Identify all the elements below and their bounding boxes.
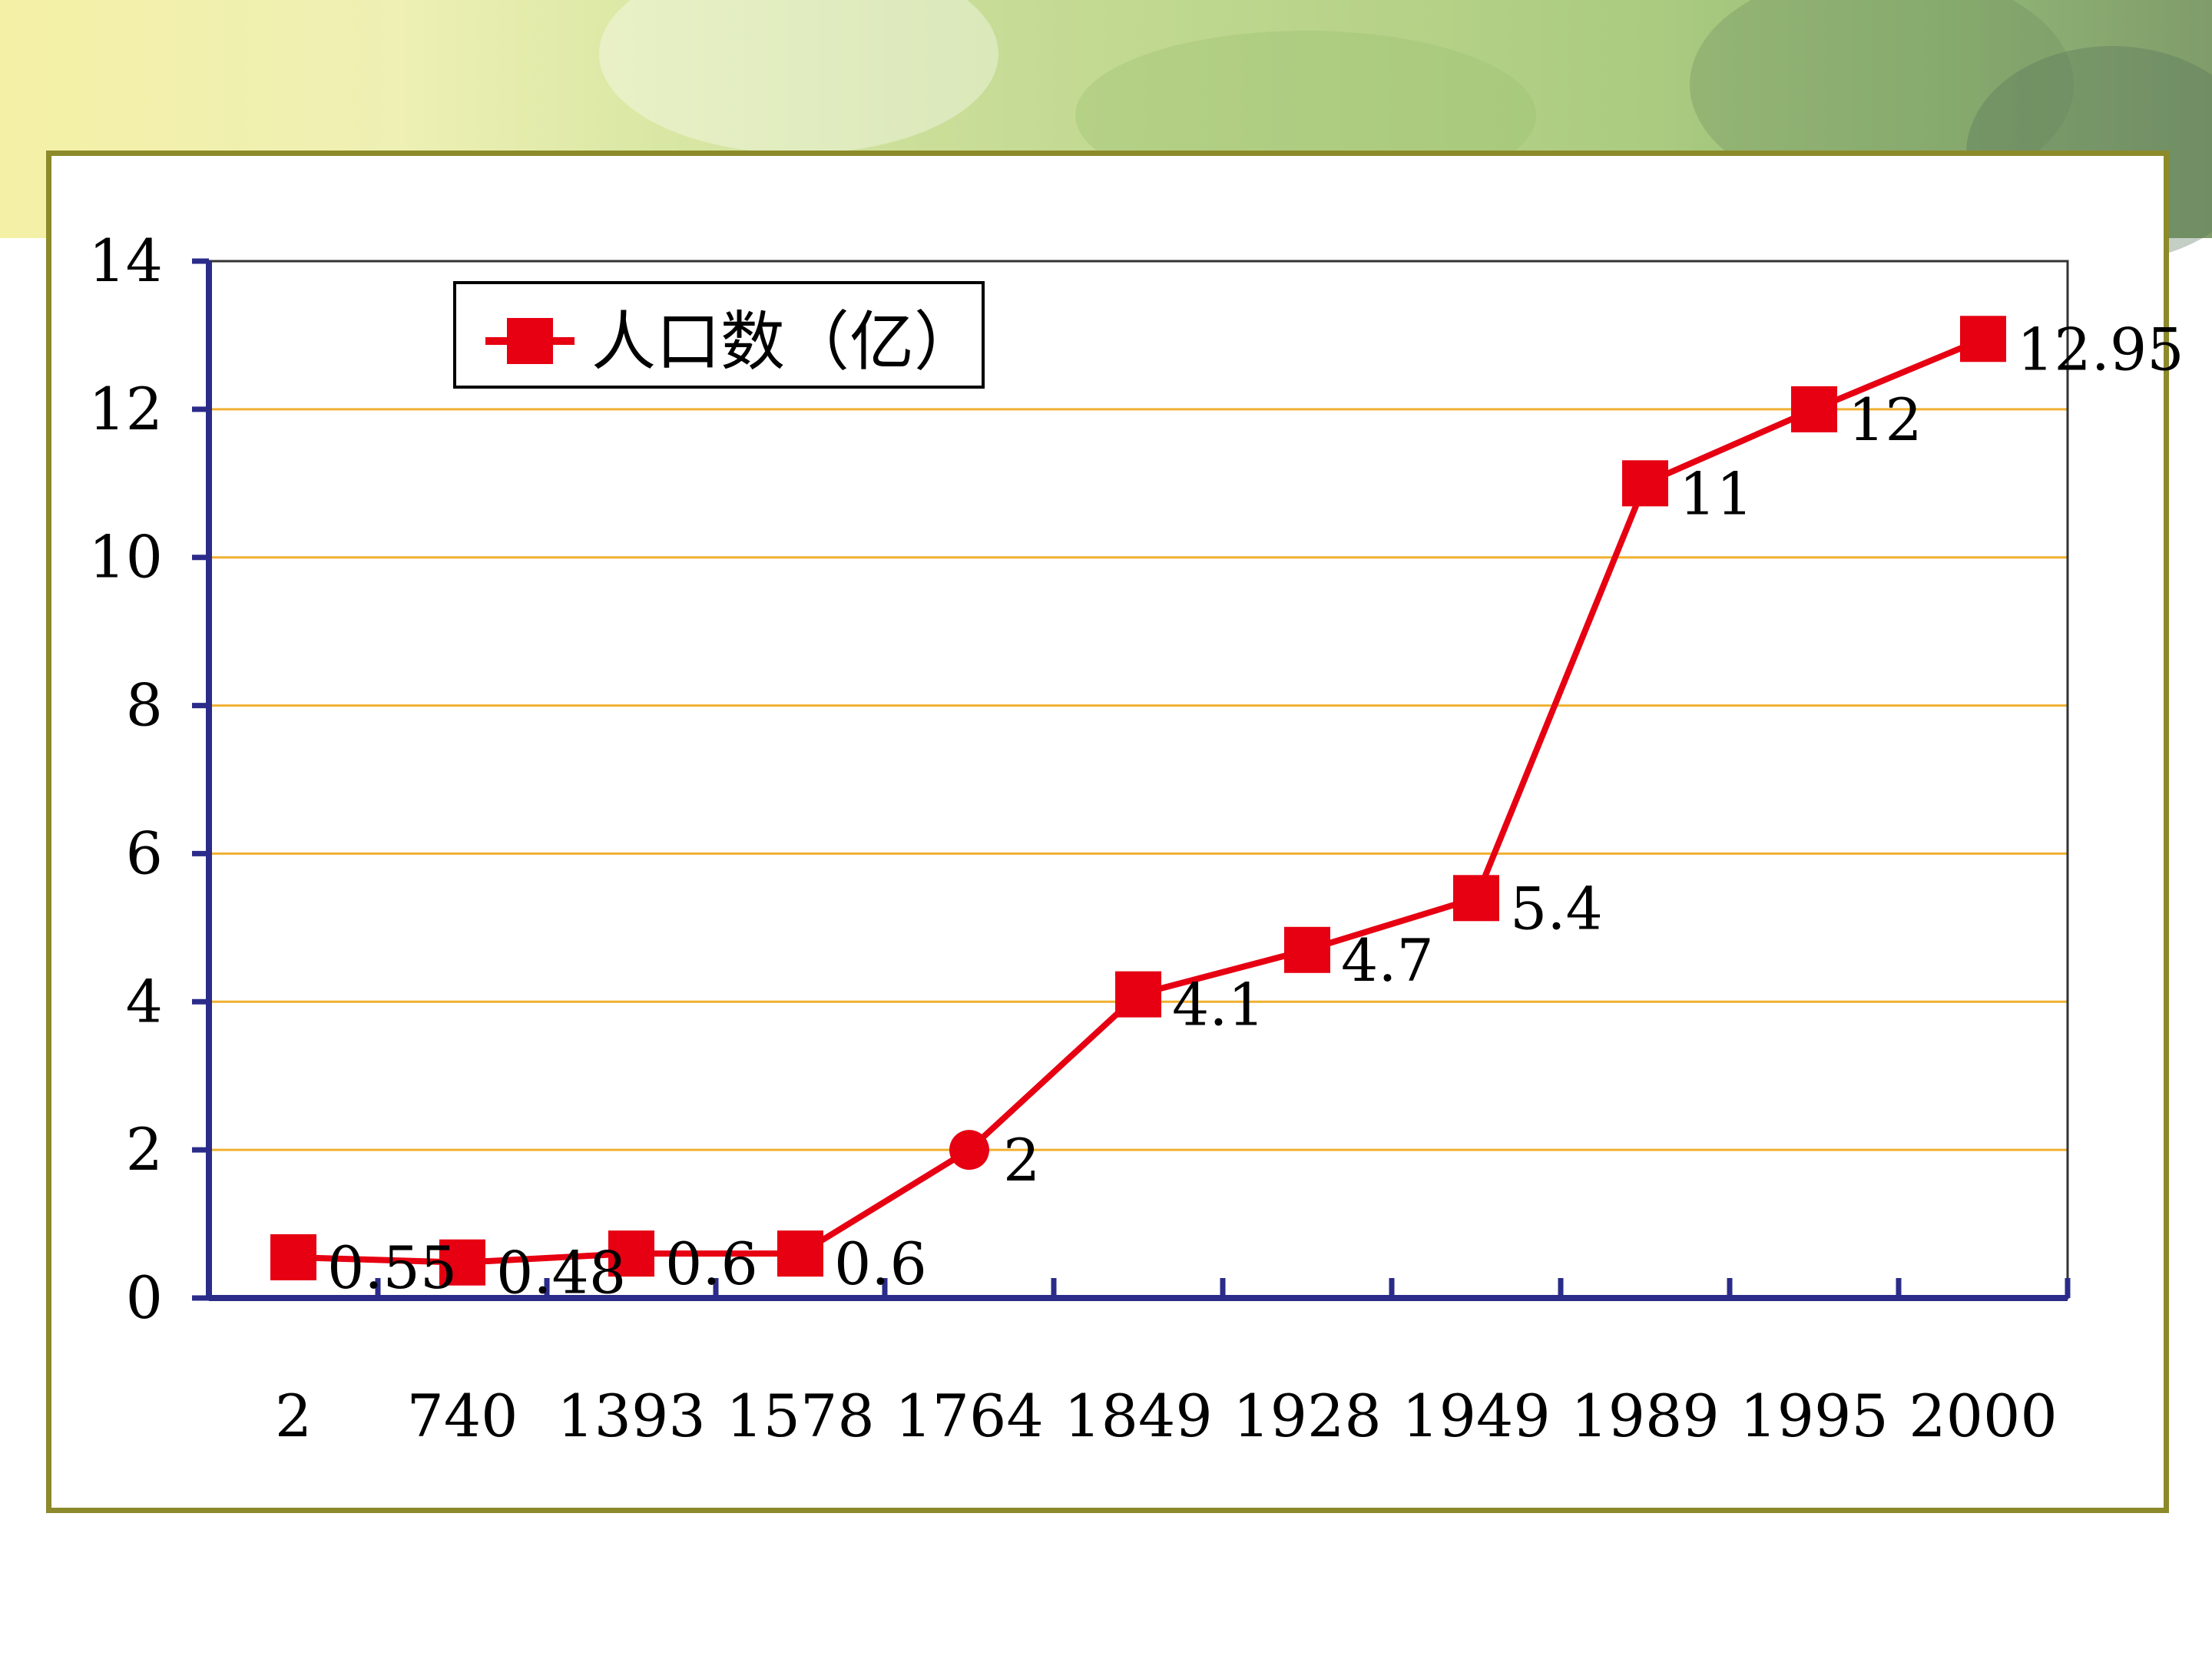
x-tick-label-1764: 1764 <box>895 1382 1043 1450</box>
data-point-1989 <box>1622 460 1668 507</box>
x-axis-tick-labels: 2 740 1393 1578 1764 1849 1928 1949 1989 1995 2000 <box>275 1382 2058 1450</box>
legend-label: 人口数（亿） <box>591 304 979 379</box>
data-point-1849 <box>1115 971 1161 1018</box>
x-tick-label-1928: 1928 <box>1233 1382 1381 1450</box>
data-point-740 <box>439 1239 485 1286</box>
y-tick-label-0: 0 <box>126 1263 163 1332</box>
legend: 人口数（亿） <box>453 281 985 389</box>
data-label-2000: 12.95 <box>2017 315 2184 383</box>
x-tick-label-740: 740 <box>406 1382 518 1450</box>
data-label-1764: 2 <box>1003 1126 1040 1194</box>
x-tick-label-2: 2 <box>275 1382 312 1450</box>
x-tick-label-1393: 1393 <box>557 1382 705 1450</box>
chart-frame <box>46 151 2169 1513</box>
x-tick-label-1849: 1849 <box>1064 1382 1212 1450</box>
y-tick-label-4: 4 <box>126 967 163 1035</box>
y-tick-label-8: 8 <box>126 671 163 740</box>
legend-marker <box>507 318 553 364</box>
data-labels: 0.55 0.48 0.6 0.6 2 4.1 4.7 5.4 11 12 12.95 <box>327 315 2184 1306</box>
x-tick-label-1995: 1995 <box>1740 1382 1888 1450</box>
series-population <box>270 316 2006 1286</box>
data-point-2000 <box>1960 316 2006 363</box>
y-tick-label-12: 12 <box>88 375 163 443</box>
data-point-1393 <box>608 1230 654 1277</box>
data-label-1578: 0.6 <box>834 1230 927 1298</box>
y-tick-label-6: 6 <box>126 819 163 887</box>
data-label-1949: 5.4 <box>1510 874 1603 942</box>
data-label-1849: 4.1 <box>1172 971 1265 1039</box>
data-label-1995: 12 <box>1848 386 1922 454</box>
y-axis-tick-labels: 0 2 4 6 8 10 12 14 <box>88 227 163 1332</box>
data-point-1949 <box>1453 875 1499 922</box>
x-tick-label-2000: 2000 <box>1909 1382 2057 1450</box>
axes <box>192 258 2071 1301</box>
data-label-740: 0.48 <box>496 1239 626 1307</box>
y-tick-label-14: 14 <box>88 227 163 295</box>
data-point-2 <box>270 1233 316 1280</box>
x-tick-label-1989: 1989 <box>1571 1382 1719 1450</box>
data-point-1764 <box>949 1130 989 1171</box>
data-point-1578 <box>777 1230 823 1277</box>
data-point-1995 <box>1791 386 1837 432</box>
data-label-2: 0.55 <box>327 1233 457 1302</box>
data-label-1989: 11 <box>1679 459 1753 528</box>
y-tick-label-10: 10 <box>88 523 163 591</box>
data-label-1928: 4.7 <box>1341 926 1434 995</box>
legend-box <box>453 281 985 389</box>
grid-lines <box>209 408 2068 1151</box>
x-tick-label-1578: 1578 <box>726 1382 874 1450</box>
x-tick-label-1949: 1949 <box>1402 1382 1550 1450</box>
data-label-1393: 0.6 <box>665 1230 758 1298</box>
data-point-1928 <box>1284 926 1330 973</box>
plot-border <box>207 260 2069 1300</box>
y-tick-label-2: 2 <box>126 1115 163 1184</box>
